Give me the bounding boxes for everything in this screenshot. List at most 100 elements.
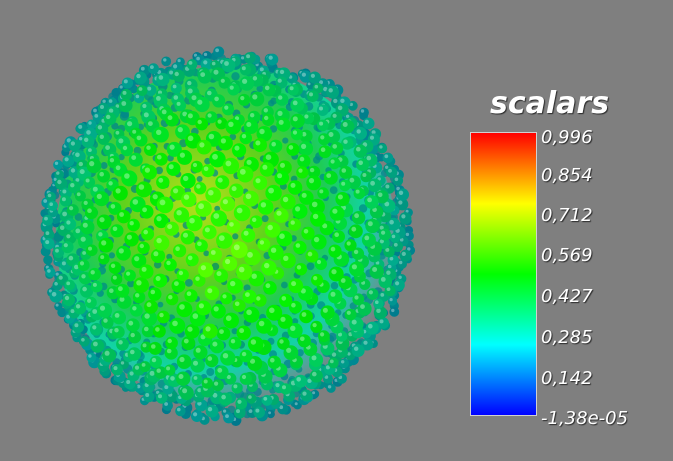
glyph-highlight bbox=[138, 87, 143, 91]
glyph-highlight bbox=[217, 177, 223, 183]
glyph-sphere bbox=[88, 267, 101, 281]
glyph-highlight bbox=[92, 186, 98, 192]
glyph-sphere bbox=[389, 307, 400, 317]
glyph-sphere bbox=[141, 310, 158, 327]
glyph-sphere bbox=[223, 412, 235, 424]
glyph-sphere bbox=[378, 228, 391, 241]
glyph-sphere bbox=[76, 123, 88, 135]
glyph-sphere bbox=[153, 213, 169, 229]
glyph-highlight bbox=[279, 405, 284, 410]
glyph-highlight bbox=[49, 202, 53, 206]
glyph-highlight bbox=[295, 206, 301, 212]
glyph-highlight bbox=[393, 242, 398, 247]
glyph-sphere bbox=[268, 244, 284, 261]
glyph-highlight bbox=[108, 181, 113, 186]
glyph-highlight bbox=[354, 346, 359, 351]
glyph-highlight bbox=[313, 236, 320, 243]
glyph-highlight bbox=[82, 251, 86, 255]
glyph-highlight bbox=[401, 251, 406, 256]
glyph-highlight bbox=[139, 243, 144, 249]
glyph-highlight bbox=[349, 102, 353, 107]
glyph-highlight bbox=[262, 164, 268, 170]
glyph-sphere bbox=[307, 165, 321, 179]
glyph-sphere bbox=[215, 117, 228, 130]
glyph-sphere bbox=[356, 158, 370, 172]
glyph-highlight bbox=[312, 323, 317, 328]
glyph-highlight bbox=[59, 225, 65, 230]
glyph-highlight bbox=[246, 159, 252, 165]
glyph-sphere bbox=[121, 170, 138, 187]
glyph-sphere bbox=[266, 53, 279, 66]
glyph-sphere bbox=[266, 410, 275, 419]
glyph-sphere bbox=[292, 203, 308, 219]
glyph-highlight bbox=[279, 69, 285, 75]
glyph-sphere bbox=[165, 292, 179, 306]
glyph-sphere bbox=[329, 186, 338, 195]
glyph-sphere bbox=[328, 266, 344, 282]
glyph-highlight bbox=[204, 227, 210, 233]
glyph-highlight bbox=[328, 132, 334, 137]
glyph-highlight bbox=[164, 385, 169, 390]
glyph-highlight bbox=[150, 65, 154, 69]
glyph-highlight bbox=[70, 183, 75, 188]
glyph-highlight bbox=[141, 266, 147, 272]
glyph-highlight bbox=[151, 344, 156, 349]
glyph-highlight bbox=[240, 96, 245, 101]
glyph-sphere bbox=[185, 279, 193, 287]
glyph-highlight bbox=[301, 312, 307, 317]
glyph-sphere bbox=[68, 139, 81, 152]
glyph-highlight bbox=[229, 222, 234, 227]
glyph-sphere bbox=[282, 137, 289, 144]
glyph-sphere bbox=[186, 215, 203, 232]
glyph-highlight bbox=[332, 208, 338, 214]
glyph-highlight bbox=[196, 184, 201, 189]
glyph-highlight bbox=[319, 106, 323, 111]
glyph-highlight bbox=[389, 298, 393, 302]
glyph-highlight bbox=[106, 114, 111, 120]
glyph-highlight bbox=[213, 213, 220, 219]
glyph-sphere bbox=[318, 133, 331, 146]
glyph-sphere bbox=[274, 170, 290, 186]
glyph-sphere bbox=[153, 273, 168, 288]
glyph-sphere bbox=[152, 324, 166, 338]
glyph-highlight bbox=[158, 394, 162, 399]
glyph-highlight bbox=[183, 194, 190, 200]
glyph-sphere bbox=[116, 294, 132, 309]
glyph-sphere bbox=[150, 248, 166, 263]
glyph-sphere bbox=[164, 258, 177, 272]
glyph-highlight bbox=[280, 162, 285, 168]
glyph-sphere bbox=[136, 85, 148, 96]
glyph-highlight bbox=[75, 178, 80, 182]
glyph-sphere bbox=[139, 361, 151, 373]
glyph-sphere bbox=[201, 164, 215, 178]
glyph-sphere bbox=[249, 91, 265, 107]
sphere-glyphs bbox=[40, 46, 416, 426]
glyph-sphere bbox=[193, 274, 206, 287]
glyph-highlight bbox=[264, 262, 270, 269]
glyph-highlight bbox=[158, 75, 164, 80]
glyph-highlight bbox=[149, 370, 155, 376]
glyph-highlight bbox=[277, 173, 283, 179]
glyph-highlight bbox=[214, 96, 219, 102]
glyph-sphere bbox=[233, 204, 251, 222]
glyph-sphere bbox=[232, 233, 239, 240]
glyph-sphere bbox=[382, 199, 396, 213]
glyph-sphere bbox=[249, 215, 263, 228]
glyph-highlight bbox=[203, 60, 208, 65]
glyph-highlight bbox=[222, 353, 229, 359]
glyph-highlight bbox=[222, 199, 228, 205]
glyph-highlight bbox=[93, 341, 98, 347]
glyph-highlight bbox=[259, 240, 265, 245]
glyph-highlight bbox=[119, 85, 123, 89]
glyph-highlight bbox=[200, 72, 206, 77]
glyph-sphere bbox=[222, 103, 235, 116]
glyph-highlight bbox=[81, 338, 85, 342]
glyph-highlight bbox=[300, 336, 305, 342]
glyph-highlight bbox=[234, 145, 240, 151]
glyph-highlight bbox=[324, 375, 329, 379]
glyph-highlight bbox=[386, 270, 391, 275]
glyph-sphere bbox=[222, 157, 240, 175]
glyph-sphere bbox=[227, 278, 243, 294]
